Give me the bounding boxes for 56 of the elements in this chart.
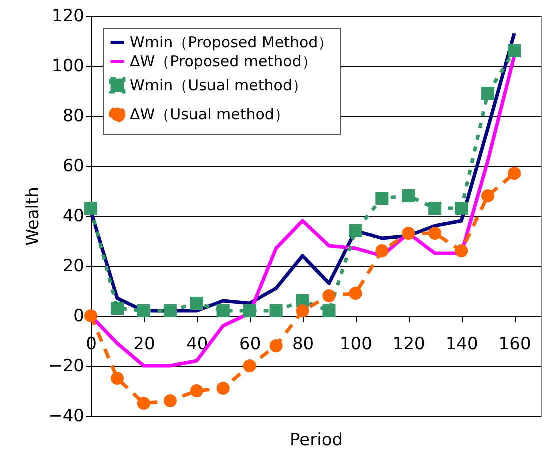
point	[455, 202, 468, 216]
point	[216, 304, 230, 318]
legend-label: ΔW（Proposed method）	[130, 52, 317, 70]
y-axis-title: Wealth	[24, 187, 44, 246]
x-tick-label: 140	[446, 334, 478, 354]
point	[84, 202, 98, 216]
legend-label: Wmin（Usual method）	[130, 76, 308, 94]
y-tick-label: 60	[62, 156, 84, 176]
point	[482, 189, 495, 203]
point	[110, 372, 124, 386]
point	[428, 202, 442, 216]
point	[322, 304, 336, 318]
point	[402, 226, 416, 240]
point	[296, 304, 310, 318]
point	[137, 396, 150, 410]
y-tick-label: 120	[52, 6, 84, 26]
x-tick-label: 20	[134, 334, 156, 354]
y-tick-label: 20	[62, 256, 84, 276]
point	[349, 286, 362, 300]
y-tick-label: 40	[62, 206, 84, 226]
point	[402, 189, 416, 203]
x-tick-label: 160	[498, 334, 532, 354]
point	[508, 44, 522, 58]
legend-label: Wmin（Proposed Method）	[130, 34, 334, 52]
x-tick-label: 100	[340, 334, 372, 354]
x-tick-label: 60	[240, 334, 262, 354]
point	[164, 304, 177, 318]
point	[376, 192, 389, 206]
point	[270, 304, 283, 318]
x-tick-label: 80	[292, 334, 314, 354]
point	[243, 359, 256, 373]
point	[164, 394, 177, 408]
y-tick-label: −20	[48, 356, 84, 376]
legend-label: ΔW（Usual method）	[130, 106, 290, 124]
point	[216, 382, 230, 396]
y-tick-label: 0	[74, 306, 84, 326]
point	[349, 224, 362, 238]
x-tick-label: 40	[186, 334, 208, 354]
y-tick-label: 80	[62, 106, 84, 126]
point	[84, 309, 98, 323]
point	[243, 304, 256, 318]
y-tick-label: 100	[52, 56, 84, 76]
point	[270, 339, 283, 353]
x-axis-title: Period	[290, 430, 344, 450]
point	[482, 86, 495, 100]
x-tick-label: 120	[392, 334, 426, 354]
point	[190, 384, 204, 398]
point	[455, 244, 468, 258]
point	[137, 304, 150, 318]
point	[190, 296, 204, 310]
point	[508, 166, 522, 180]
point	[110, 302, 124, 316]
point	[428, 226, 442, 240]
point	[322, 289, 336, 303]
point	[376, 244, 389, 258]
y-tick-label: −40	[48, 406, 84, 426]
